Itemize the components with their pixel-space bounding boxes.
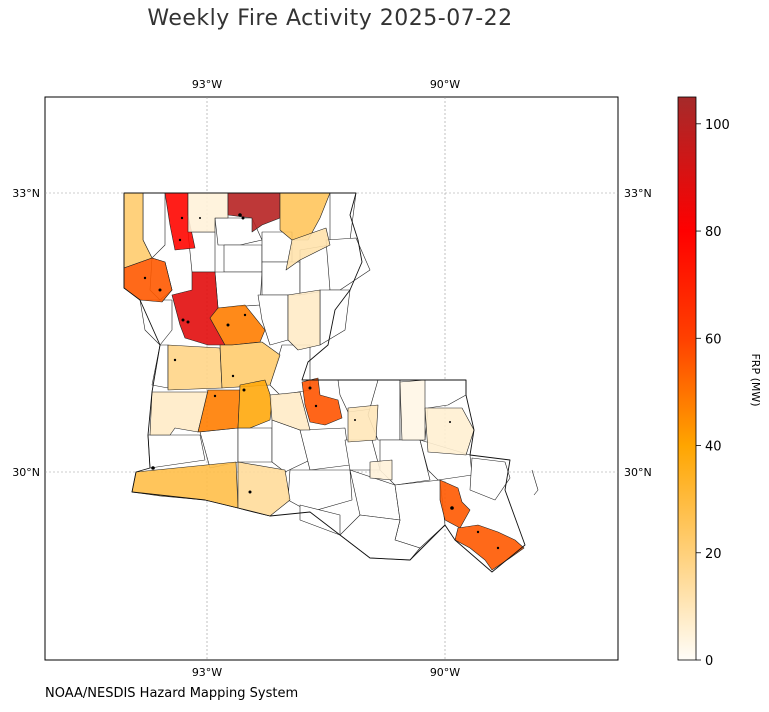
fire-detections xyxy=(143,213,500,550)
data-credit: NOAA/NESDIS Hazard Mapping System xyxy=(45,686,299,701)
fire-dot xyxy=(496,546,500,550)
parish-fire xyxy=(237,379,273,429)
parish-fire xyxy=(424,407,475,456)
parish-fire xyxy=(399,379,426,441)
colorbar-tick-label: 80 xyxy=(705,225,722,240)
fire-dot xyxy=(450,506,454,510)
parish xyxy=(214,271,263,309)
parish-fire xyxy=(269,391,311,431)
fire-dot xyxy=(314,404,318,408)
lat-tick-right-33n: 33°N xyxy=(624,187,652,200)
parishes-with-fire xyxy=(123,192,525,571)
fire-dot xyxy=(476,530,480,534)
fire-dot xyxy=(231,374,235,378)
fire-dot xyxy=(242,388,246,392)
lon-tick-bottom-90w: 90°W xyxy=(430,666,460,679)
parish-fire xyxy=(369,459,393,481)
fire-dot xyxy=(180,216,184,220)
lat-tick-right-30n: 30°N xyxy=(624,466,652,479)
colorbar-tick-label: 20 xyxy=(705,547,722,562)
parish xyxy=(214,217,263,246)
colorbar-label: FRP (MW) xyxy=(749,353,762,406)
parish-fire xyxy=(287,289,321,351)
fire-dot xyxy=(241,216,245,220)
parish xyxy=(237,427,273,463)
fire-dot xyxy=(248,490,252,494)
colorbar xyxy=(677,96,697,661)
parish-fire xyxy=(285,227,331,271)
coastline xyxy=(531,469,539,496)
lat-tick-left-33n: 33°N xyxy=(12,187,40,200)
fire-dot xyxy=(173,358,177,362)
parish xyxy=(257,294,289,346)
parish xyxy=(261,261,301,296)
parish-fire xyxy=(171,271,226,346)
parish-fire xyxy=(439,479,471,529)
colorbar-tick-label: 0 xyxy=(705,654,713,669)
lon-tick-top-93w: 93°W xyxy=(192,78,222,91)
fire-dot xyxy=(158,288,162,292)
colorbar-tick-label: 60 xyxy=(705,332,722,347)
fire-dot xyxy=(243,313,247,317)
colorbar-tick-label: 100 xyxy=(705,118,730,133)
fire-dot xyxy=(151,466,155,470)
fire-dot xyxy=(181,318,185,322)
map-frame xyxy=(44,96,619,661)
state-outline xyxy=(123,192,526,573)
lon-tick-bottom-93w: 93°W xyxy=(192,666,222,679)
fire-dot xyxy=(178,238,182,242)
parish-fire xyxy=(347,404,379,443)
fire-dot xyxy=(308,386,312,390)
parish-fire xyxy=(167,344,223,391)
parish-fire xyxy=(454,524,525,571)
parish xyxy=(469,457,511,501)
fire-dot xyxy=(143,276,147,280)
colorbar-tick-label: 40 xyxy=(705,440,722,455)
colorbar-ticks: 0 20 40 60 80 100 xyxy=(696,118,730,669)
fire-dot xyxy=(226,323,230,327)
parish xyxy=(325,237,371,291)
fire-dot xyxy=(199,217,201,219)
parish-fire xyxy=(301,377,343,426)
fire-dot xyxy=(186,320,190,324)
parish-fire xyxy=(219,341,281,389)
parish xyxy=(223,244,263,273)
lat-tick-left-30n: 30°N xyxy=(12,466,40,479)
lon-tick-top-90w: 90°W xyxy=(430,78,460,91)
fire-dot xyxy=(354,419,356,421)
fire-dot xyxy=(213,394,217,398)
chart-title: Weekly Fire Activity 2025-07-22 xyxy=(147,6,513,31)
fire-dot xyxy=(449,421,451,423)
fire-dot xyxy=(238,213,242,217)
louisiana-parishes xyxy=(123,192,539,573)
parish xyxy=(139,299,173,346)
